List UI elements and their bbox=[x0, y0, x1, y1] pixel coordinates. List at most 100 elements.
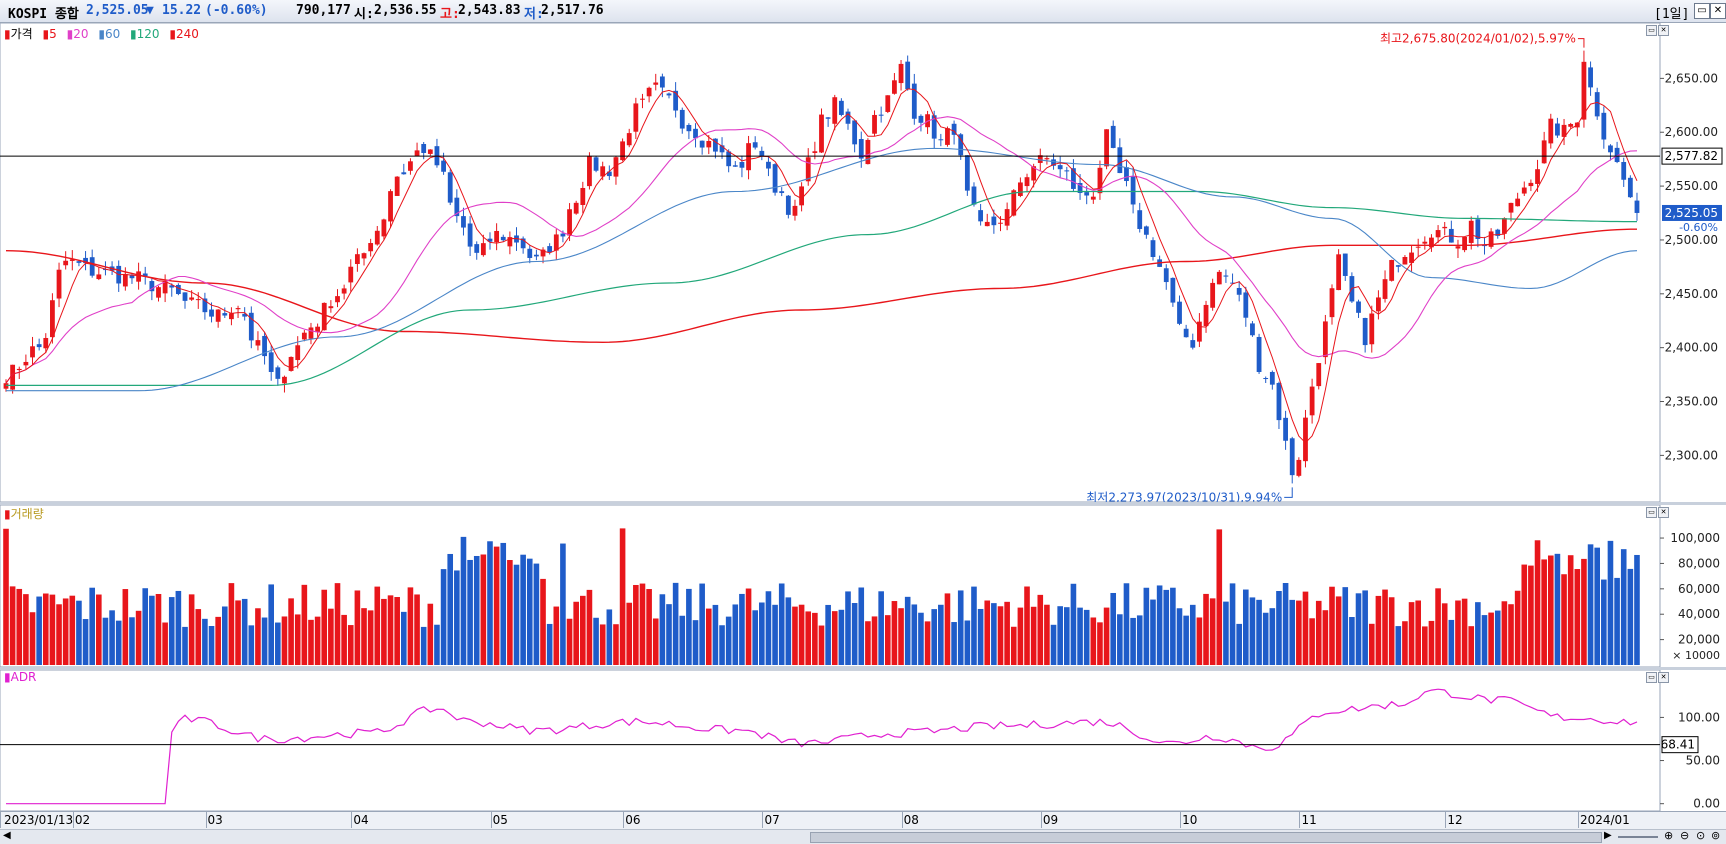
volume-bar bbox=[580, 595, 586, 665]
candle-body bbox=[600, 166, 606, 177]
volume-bar bbox=[1607, 540, 1614, 665]
volume-bar bbox=[1103, 607, 1110, 665]
candle-body bbox=[1250, 323, 1255, 336]
candle-body bbox=[1090, 196, 1096, 200]
candle-body bbox=[487, 238, 493, 242]
pane-minimize-icon[interactable]: ▭ bbox=[1646, 672, 1657, 683]
volume-bar bbox=[1223, 601, 1229, 665]
price-tick-label: 2,450.00 bbox=[1665, 287, 1718, 301]
volume-bar bbox=[520, 554, 526, 665]
candle-body bbox=[321, 302, 327, 331]
volume-bar bbox=[1010, 626, 1017, 665]
scroll-left-icon[interactable]: ◀ bbox=[3, 830, 11, 841]
candle-body bbox=[785, 195, 791, 215]
candle-body bbox=[832, 97, 838, 124]
price-pane[interactable]: 2,650.00 2,600.00 2,550.00 2,500.00 2,450.00… bbox=[0, 22, 1726, 504]
candle-body bbox=[898, 63, 904, 84]
price-change-pct: (-0.60%) bbox=[205, 3, 268, 18]
x-axis-tick bbox=[1180, 812, 1182, 828]
volume-bar bbox=[1057, 606, 1063, 665]
candle-body bbox=[1216, 271, 1222, 285]
volume-bar bbox=[1176, 608, 1183, 665]
volume-bar bbox=[1070, 583, 1077, 665]
volume-tick-label: 20,000 bbox=[1678, 633, 1720, 647]
candle-body bbox=[401, 172, 407, 175]
candle-body bbox=[215, 309, 221, 322]
zoom-slider[interactable] bbox=[1618, 836, 1658, 838]
x-axis: 2023/01/13 02 03 04 05 06 07 08 09 10 11 12 2024/01 bbox=[0, 811, 1726, 829]
volume-bar bbox=[507, 560, 513, 665]
candle-body bbox=[1442, 226, 1448, 229]
volume-bar bbox=[1355, 593, 1362, 665]
volume-bar bbox=[82, 619, 89, 665]
low-value: 2,517.76 bbox=[541, 3, 604, 18]
scroll-thumb[interactable] bbox=[810, 832, 1602, 843]
candle-body bbox=[394, 176, 400, 196]
volume-bar bbox=[1514, 590, 1521, 665]
pane-close-icon[interactable]: ✕ bbox=[1658, 672, 1669, 683]
minimize-icon[interactable]: ▭ bbox=[1694, 3, 1710, 19]
candle-body bbox=[1289, 438, 1295, 476]
volume-bar bbox=[679, 615, 686, 665]
zoom-fit-icon[interactable]: ⊚ bbox=[1711, 829, 1721, 842]
candle-body bbox=[1535, 169, 1540, 184]
candle-body bbox=[1243, 292, 1249, 318]
x-axis-tick bbox=[0, 812, 1, 828]
candle-body bbox=[262, 335, 267, 357]
zoom-out-icon[interactable]: ⊖ bbox=[1680, 829, 1690, 842]
volume-bar bbox=[904, 596, 911, 665]
volume-bar bbox=[427, 603, 434, 665]
volume-bar bbox=[228, 583, 235, 665]
x-axis-tick bbox=[1299, 812, 1301, 828]
pane-minimize-icon[interactable]: ▭ bbox=[1646, 507, 1657, 518]
candle-body bbox=[1057, 165, 1063, 170]
candle-body bbox=[56, 269, 62, 299]
candle-body bbox=[1588, 67, 1593, 88]
volume-bar bbox=[1521, 564, 1528, 665]
volume-bar bbox=[440, 569, 447, 665]
volume-bar bbox=[699, 583, 705, 665]
volume-bar bbox=[646, 589, 652, 665]
pane-minimize-icon[interactable]: ▭ bbox=[1646, 25, 1657, 36]
volume-bar bbox=[367, 610, 374, 665]
price-tick-label: 2,500.00 bbox=[1665, 233, 1718, 247]
x-axis-tick bbox=[901, 812, 903, 828]
volume-pane[interactable]: 100,000 80,000 60,000 40,000 20,000 × 10000 ▮… bbox=[0, 504, 1726, 668]
volume-bar bbox=[1130, 617, 1136, 665]
volume-bar bbox=[1156, 585, 1163, 665]
candle-body bbox=[878, 114, 884, 116]
volume-bar bbox=[1428, 620, 1435, 665]
adr-tick-label: 100.00 bbox=[1678, 710, 1720, 724]
candle-body bbox=[494, 230, 500, 243]
candle-body bbox=[427, 149, 433, 154]
pane-divider[interactable] bbox=[0, 667, 1726, 670]
horizontal-scrollbar[interactable]: ◀ ▶ ⊕ ⊖ ⊙ ⊚ bbox=[0, 829, 1726, 844]
zoom-reset-icon[interactable]: ⊙ bbox=[1696, 829, 1706, 842]
volume-bar bbox=[566, 618, 573, 665]
volume-bar bbox=[938, 604, 944, 665]
volume-bar bbox=[1209, 598, 1216, 665]
candle-body bbox=[1269, 371, 1275, 385]
candle-body bbox=[348, 266, 354, 283]
volume-bar bbox=[772, 604, 778, 665]
period-selector[interactable]: [1일] bbox=[1654, 7, 1690, 22]
candle-body bbox=[686, 124, 692, 132]
candle-body bbox=[1143, 226, 1149, 235]
zoom-in-icon[interactable]: ⊕ bbox=[1664, 829, 1674, 842]
candle-body bbox=[474, 244, 480, 253]
pane-close-icon[interactable]: ✕ bbox=[1658, 507, 1669, 518]
volume-bar bbox=[1395, 626, 1402, 665]
pane-close-icon[interactable]: ✕ bbox=[1658, 25, 1669, 36]
adr-plot-area bbox=[0, 669, 1661, 812]
pane-divider[interactable] bbox=[0, 502, 1726, 505]
close-icon[interactable]: ✕ bbox=[1710, 3, 1726, 19]
volume-bar bbox=[659, 594, 666, 665]
volume-bar bbox=[633, 584, 639, 665]
candle-body bbox=[1608, 145, 1613, 153]
volume-bar bbox=[275, 622, 281, 665]
volume-bar bbox=[1634, 554, 1640, 665]
volume-bar bbox=[49, 594, 56, 665]
scroll-right-icon[interactable]: ▶ bbox=[1604, 830, 1612, 841]
adr-pane[interactable]: 100.00 50.00 0.00 68.41 ▮ADR ▭ ✕ bbox=[0, 669, 1726, 812]
candle-body bbox=[182, 292, 188, 301]
